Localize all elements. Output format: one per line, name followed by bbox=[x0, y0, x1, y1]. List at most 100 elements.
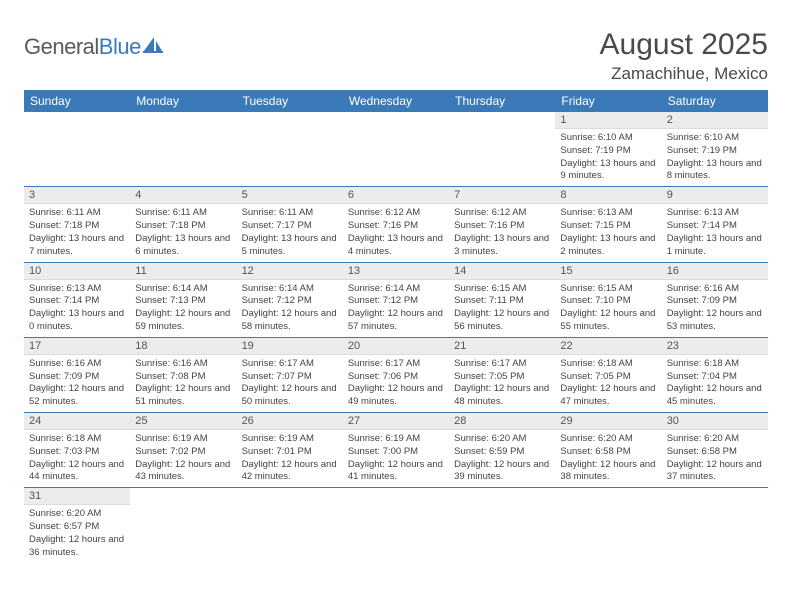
sunset-text: Sunset: 7:01 PM bbox=[242, 446, 338, 459]
weekday-header: Sunday bbox=[24, 90, 130, 112]
sunset-text: Sunset: 6:58 PM bbox=[667, 446, 763, 459]
day-number: 22 bbox=[555, 338, 661, 355]
calendar-cell bbox=[237, 488, 343, 563]
calendar-cell: 21 Sunrise: 6:17 AMSunset: 7:05 PMDayligh… bbox=[449, 337, 555, 412]
sunrise-text: Sunrise: 6:16 AM bbox=[29, 358, 125, 371]
sunrise-text: Sunrise: 6:15 AM bbox=[454, 283, 550, 296]
daylight-text: Daylight: 12 hours and 58 minutes. bbox=[242, 308, 338, 334]
sail-icon bbox=[143, 36, 163, 59]
day-number: 21 bbox=[449, 338, 555, 355]
daylight-text: Daylight: 12 hours and 47 minutes. bbox=[560, 383, 656, 409]
sunset-text: Sunset: 7:16 PM bbox=[454, 220, 550, 233]
calendar-cell bbox=[130, 112, 236, 187]
day-detail: Sunrise: 6:16 AMSunset: 7:08 PMDaylight:… bbox=[130, 355, 236, 412]
calendar-cell: 16Sunrise: 6:16 AMSunset: 7:09 PMDayligh… bbox=[662, 262, 768, 337]
calendar-cell: 8Sunrise: 6:13 AMSunset: 7:15 PMDaylight… bbox=[555, 187, 661, 262]
daylight-text: Daylight: 12 hours and 38 minutes. bbox=[560, 459, 656, 485]
calendar-cell: 22Sunrise: 6:18 AMSunset: 7:05 PMDayligh… bbox=[555, 337, 661, 412]
sunrise-text: Sunrise: 6:18 AM bbox=[667, 358, 763, 371]
logo-text-2: Blue bbox=[99, 34, 141, 60]
day-number: 16 bbox=[662, 263, 768, 280]
sunset-text: Sunset: 7:19 PM bbox=[560, 145, 656, 158]
calendar-cell: 30Sunrise: 6:20 AMSunset: 6:58 PMDayligh… bbox=[662, 413, 768, 488]
day-detail: Sunrise: 6:20 AMSunset: 6:58 PMDaylight:… bbox=[555, 430, 661, 487]
calendar-table: SundayMondayTuesdayWednesdayThursdayFrid… bbox=[24, 90, 768, 563]
daylight-text: Daylight: 13 hours and 9 minutes. bbox=[560, 158, 656, 184]
sunrise-text: Sunrise: 6:13 AM bbox=[29, 283, 125, 296]
sunrise-text: Sunrise: 6:15 AM bbox=[560, 283, 656, 296]
sunrise-text: Sunrise: 6:13 AM bbox=[560, 207, 656, 220]
sunrise-text: Sunrise: 6:12 AM bbox=[348, 207, 444, 220]
day-number: 12 bbox=[237, 263, 343, 280]
sunset-text: Sunset: 6:59 PM bbox=[454, 446, 550, 459]
daylight-text: Daylight: 12 hours and 39 minutes. bbox=[454, 459, 550, 485]
day-number: 17 bbox=[24, 338, 130, 355]
day-number: 5 bbox=[237, 187, 343, 204]
sunrise-text: Sunrise: 6:11 AM bbox=[29, 207, 125, 220]
calendar-cell: 27Sunrise: 6:19 AMSunset: 7:00 PMDayligh… bbox=[343, 413, 449, 488]
sunrise-text: Sunrise: 6:17 AM bbox=[348, 358, 444, 371]
sunrise-text: Sunrise: 6:14 AM bbox=[135, 283, 231, 296]
sunset-text: Sunset: 7:00 PM bbox=[348, 446, 444, 459]
day-detail: Sunrise: 6:19 AMSunset: 7:00 PMDaylight:… bbox=[343, 430, 449, 487]
calendar-cell: 1Sunrise: 6:10 AMSunset: 7:19 PMDaylight… bbox=[555, 112, 661, 187]
sunset-text: Sunset: 7:18 PM bbox=[29, 220, 125, 233]
sunset-text: Sunset: 7:06 PM bbox=[348, 371, 444, 384]
sunrise-text: Sunrise: 6:12 AM bbox=[454, 207, 550, 220]
weekday-header: Friday bbox=[555, 90, 661, 112]
sunset-text: Sunset: 7:05 PM bbox=[454, 371, 550, 384]
daylight-text: Daylight: 13 hours and 3 minutes. bbox=[454, 233, 550, 259]
daylight-text: Daylight: 13 hours and 6 minutes. bbox=[135, 233, 231, 259]
sunrise-text: Sunrise: 6:11 AM bbox=[135, 207, 231, 220]
daylight-text: Daylight: 12 hours and 41 minutes. bbox=[348, 459, 444, 485]
day-number: 7 bbox=[449, 187, 555, 204]
calendar-cell: 13Sunrise: 6:14 AMSunset: 7:12 PMDayligh… bbox=[343, 262, 449, 337]
day-number: 9 bbox=[662, 187, 768, 204]
calendar-cell: 7Sunrise: 6:12 AMSunset: 7:16 PMDaylight… bbox=[449, 187, 555, 262]
calendar-cell: 25Sunrise: 6:19 AMSunset: 7:02 PMDayligh… bbox=[130, 413, 236, 488]
day-detail: Sunrise: 6:12 AMSunset: 7:16 PMDaylight:… bbox=[449, 204, 555, 261]
calendar-week-row: 3Sunrise: 6:11 AMSunset: 7:18 PMDaylight… bbox=[24, 187, 768, 262]
calendar-cell: 18Sunrise: 6:16 AMSunset: 7:08 PMDayligh… bbox=[130, 337, 236, 412]
calendar-cell: 23Sunrise: 6:18 AMSunset: 7:04 PMDayligh… bbox=[662, 337, 768, 412]
day-detail: Sunrise: 6:13 AMSunset: 7:15 PMDaylight:… bbox=[555, 204, 661, 261]
daylight-text: Daylight: 12 hours and 48 minutes. bbox=[454, 383, 550, 409]
sunset-text: Sunset: 7:13 PM bbox=[135, 295, 231, 308]
calendar-cell: 10Sunrise: 6:13 AMSunset: 7:14 PMDayligh… bbox=[24, 262, 130, 337]
sunset-text: Sunset: 7:14 PM bbox=[667, 220, 763, 233]
day-number: 20 bbox=[343, 338, 449, 355]
day-detail: Sunrise: 6:17 AMSunset: 7:06 PMDaylight:… bbox=[343, 355, 449, 412]
weekday-header: Monday bbox=[130, 90, 236, 112]
calendar-cell bbox=[449, 488, 555, 563]
weekday-header: Wednesday bbox=[343, 90, 449, 112]
calendar-cell: 5Sunrise: 6:11 AMSunset: 7:17 PMDaylight… bbox=[237, 187, 343, 262]
day-detail: Sunrise: 6:19 AMSunset: 7:02 PMDaylight:… bbox=[130, 430, 236, 487]
location: Zamachihue, Mexico bbox=[600, 64, 768, 84]
logo: GeneralBlue bbox=[24, 34, 163, 60]
daylight-text: Daylight: 12 hours and 43 minutes. bbox=[135, 459, 231, 485]
calendar-cell: 15Sunrise: 6:15 AMSunset: 7:10 PMDayligh… bbox=[555, 262, 661, 337]
calendar-cell bbox=[555, 488, 661, 563]
daylight-text: Daylight: 12 hours and 55 minutes. bbox=[560, 308, 656, 334]
day-detail: Sunrise: 6:14 AMSunset: 7:12 PMDaylight:… bbox=[343, 280, 449, 337]
day-number: 24 bbox=[24, 413, 130, 430]
calendar-week-row: 24Sunrise: 6:18 AMSunset: 7:03 PMDayligh… bbox=[24, 413, 768, 488]
daylight-text: Daylight: 13 hours and 7 minutes. bbox=[29, 233, 125, 259]
day-detail: Sunrise: 6:15 AMSunset: 7:10 PMDaylight:… bbox=[555, 280, 661, 337]
calendar-cell: 26Sunrise: 6:19 AMSunset: 7:01 PMDayligh… bbox=[237, 413, 343, 488]
sunrise-text: Sunrise: 6:17 AM bbox=[454, 358, 550, 371]
sunrise-text: Sunrise: 6:14 AM bbox=[242, 283, 338, 296]
sunrise-text: Sunrise: 6:20 AM bbox=[454, 433, 550, 446]
sunrise-text: Sunrise: 6:20 AM bbox=[29, 508, 125, 521]
sunrise-text: Sunrise: 6:14 AM bbox=[348, 283, 444, 296]
calendar-week-row: 17Sunrise: 6:16 AMSunset: 7:09 PMDayligh… bbox=[24, 337, 768, 412]
day-number: 8 bbox=[555, 187, 661, 204]
sunset-text: Sunset: 6:58 PM bbox=[560, 446, 656, 459]
sunrise-text: Sunrise: 6:18 AM bbox=[29, 433, 125, 446]
daylight-text: Daylight: 12 hours and 37 minutes. bbox=[667, 459, 763, 485]
day-detail: Sunrise: 6:18 AMSunset: 7:04 PMDaylight:… bbox=[662, 355, 768, 412]
sunset-text: Sunset: 7:05 PM bbox=[560, 371, 656, 384]
calendar-cell: 29Sunrise: 6:20 AMSunset: 6:58 PMDayligh… bbox=[555, 413, 661, 488]
sunset-text: Sunset: 7:08 PM bbox=[135, 371, 231, 384]
sunrise-text: Sunrise: 6:16 AM bbox=[135, 358, 231, 371]
